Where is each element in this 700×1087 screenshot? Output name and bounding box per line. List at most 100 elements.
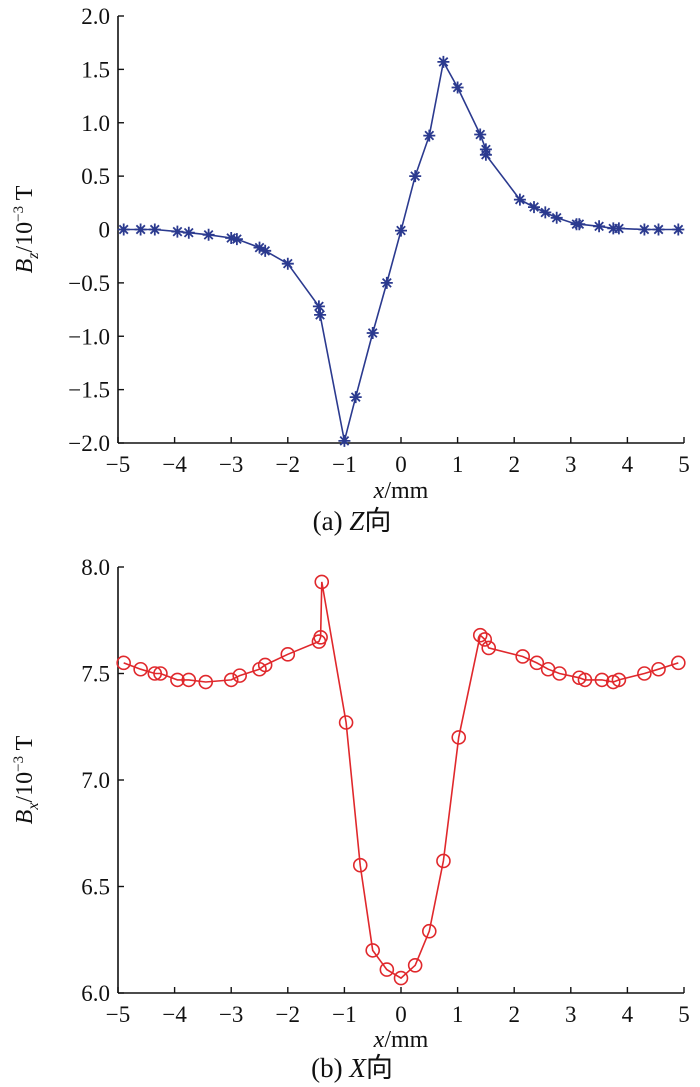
y-axis-title: Bx/10−3 T: [11, 735, 42, 824]
data-point: [366, 327, 379, 339]
y-axis-sub: x: [25, 803, 42, 811]
data-point: [181, 672, 197, 688]
data-point: [451, 730, 467, 745]
y-tick-label: 2.0: [81, 4, 110, 29]
y-tick-label: 1.0: [81, 111, 110, 136]
data-point: [223, 672, 239, 688]
caption-label: (b): [311, 1053, 349, 1083]
data-point: [230, 233, 243, 246]
data-point: [257, 657, 273, 673]
data-point: [338, 715, 354, 730]
y-tick-label: 1.5: [81, 57, 110, 82]
data-point: [577, 672, 593, 688]
figure-caption: (a) Z向: [313, 506, 392, 537]
y-axis-title: Bz/10−3 T: [11, 185, 42, 273]
y-axis-unit: /10: [12, 222, 38, 253]
data-point: [148, 223, 161, 236]
data-point: [573, 218, 586, 231]
data-point: [153, 666, 168, 681]
data-point: [672, 223, 685, 236]
x-axis-unit: /mm: [384, 478, 428, 504]
caption-label: (a): [313, 506, 350, 536]
data-point: [513, 193, 526, 206]
caption-direction: 向: [366, 1053, 393, 1084]
series-line: [123, 581, 679, 980]
data-point: [409, 170, 422, 183]
y-axis-var: B: [12, 809, 38, 824]
data-point: [652, 223, 665, 236]
chart-b: −5 −4 −3 −2 −1 0 1 2 3 4 5 6.0 6.5 7.0 7.5 8.0 x/mm Bx/10…: [11, 555, 690, 1084]
data-point: [612, 222, 625, 235]
x-tick-label: 0: [395, 452, 407, 477]
data-point: [116, 655, 131, 671]
data-point: [637, 666, 652, 681]
data-point: [225, 232, 238, 244]
data-point: [437, 55, 450, 68]
series-line: [123, 59, 679, 442]
x-tick-label: −5: [106, 452, 130, 477]
x-tick-label: 2: [508, 452, 520, 477]
y-axis-var: B: [12, 258, 38, 273]
y-tick-label: −0.5: [68, 271, 110, 296]
x-tick-label: 5: [678, 1002, 690, 1027]
chart-a: −5 −4 −3 −2 −1 0 1 2 3 4 5 −2.0 −1.5 −1.0 −0.5 0 0.5 1.0 1…: [11, 4, 690, 537]
x-tick-label: 4: [622, 1002, 634, 1027]
caption-axis: X: [348, 1053, 367, 1083]
y-tick-label: −2.0: [68, 431, 110, 456]
x-tick-label: −2: [276, 452, 300, 477]
data-point: [182, 226, 195, 239]
caption-axis: Z: [349, 506, 365, 536]
data-point: [312, 300, 325, 313]
data-point: [198, 674, 214, 690]
x-tick-label: 1: [452, 452, 464, 477]
y-tick-label: 0.5: [81, 164, 110, 189]
y-tick-label: 8.0: [81, 555, 110, 580]
x-axis-var: x: [373, 1027, 385, 1053]
data-point: [280, 647, 296, 662]
data-point: [539, 206, 552, 219]
data-point: [380, 276, 393, 289]
data-point: [529, 655, 545, 671]
y-tick-label: 0: [99, 218, 111, 243]
x-tick-label: 4: [622, 452, 634, 477]
data-point: [281, 257, 294, 270]
data-point: [134, 223, 147, 236]
data-point: [477, 632, 493, 647]
x-tick-label: −1: [332, 1002, 356, 1027]
x-tick-label: 2: [508, 1002, 520, 1027]
data-point: [638, 223, 651, 236]
x-tick-label: 3: [565, 1002, 577, 1027]
data-point: [423, 129, 436, 142]
x-axis-unit: /mm: [384, 1027, 428, 1053]
data-point: [474, 128, 487, 141]
caption-direction: 向: [364, 506, 391, 537]
data-point: [365, 943, 381, 958]
x-tick-label: −3: [219, 452, 243, 477]
data-point: [338, 434, 351, 447]
data-point: [314, 308, 327, 321]
data-point: [379, 962, 395, 977]
data-point: [117, 223, 130, 236]
data-point: [528, 201, 540, 214]
x-tick-label: −4: [162, 452, 187, 477]
data-point: [314, 574, 330, 590]
data-point: [171, 225, 184, 238]
figure-caption: (b) X向: [311, 1053, 393, 1084]
y-tick-label: 7.5: [81, 662, 110, 687]
y-axis-sup: −3: [11, 756, 27, 772]
data-point: [202, 228, 215, 241]
data-point: [594, 672, 610, 688]
y-tick-label: 6.0: [81, 981, 110, 1006]
data-point: [407, 958, 423, 973]
data-point: [552, 666, 567, 681]
data-point: [479, 148, 492, 161]
data-point: [393, 970, 409, 986]
y-tick-label: −1.5: [68, 378, 110, 403]
x-tick-label: 1: [452, 1002, 464, 1027]
y-axis-tesla: T: [12, 735, 38, 756]
x-tick-label: −2: [276, 1002, 300, 1027]
data-point: [651, 661, 666, 677]
x-axis-title: x/mm: [373, 1027, 429, 1053]
x-axis-var: x: [373, 478, 385, 504]
